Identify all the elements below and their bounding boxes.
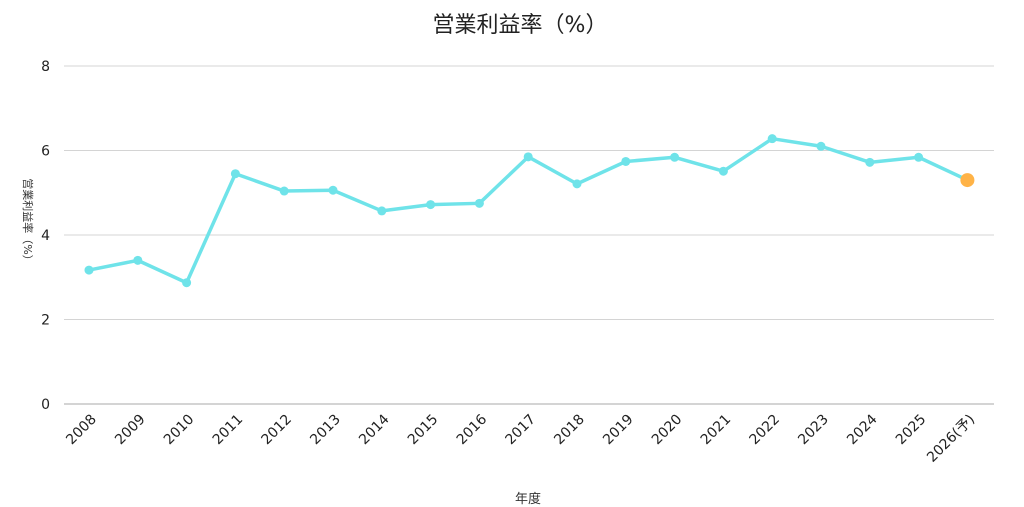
x-tick-label: 2010 bbox=[161, 412, 198, 449]
y-tick-label: 2 bbox=[41, 313, 50, 329]
data-point bbox=[328, 185, 338, 195]
x-tick-label: 2013 bbox=[307, 412, 344, 449]
gridlines bbox=[64, 65, 994, 405]
y-tick-label: 8 bbox=[41, 59, 50, 75]
x-tick-label: 2015 bbox=[405, 412, 442, 449]
data-point bbox=[865, 157, 875, 167]
data-point bbox=[914, 152, 924, 162]
data-point bbox=[279, 186, 289, 196]
x-tick-label: 2017 bbox=[503, 412, 540, 449]
y-axis-label: 営業利益率（%） bbox=[21, 178, 35, 265]
x-axis-label: 年度 bbox=[515, 491, 541, 507]
y-axis-ticks: 0 2 4 6 8 bbox=[41, 59, 50, 413]
x-tick-label: 2012 bbox=[259, 412, 296, 449]
x-tick-label: 2024 bbox=[844, 411, 881, 448]
data-point bbox=[377, 206, 387, 216]
x-tick-label: 2021 bbox=[698, 412, 735, 449]
x-tick-label: 2009 bbox=[112, 412, 149, 449]
x-tick-label: 2026(予) bbox=[924, 412, 978, 466]
y-tick-label: 0 bbox=[41, 397, 50, 413]
x-tick-label: 2011 bbox=[210, 412, 247, 449]
data-point bbox=[767, 134, 777, 144]
x-tick-label: 2020 bbox=[649, 412, 686, 449]
data-point bbox=[523, 152, 533, 162]
x-tick-label: 2023 bbox=[795, 412, 832, 449]
data-point bbox=[474, 198, 484, 208]
data-point bbox=[670, 152, 680, 162]
data-point bbox=[621, 156, 631, 166]
data-points bbox=[84, 134, 975, 288]
x-tick-label: 2022 bbox=[747, 412, 784, 449]
data-point bbox=[426, 200, 436, 210]
x-tick-label: 2025 bbox=[893, 412, 930, 449]
x-tick-label: 2019 bbox=[600, 412, 637, 449]
x-tick-label: 2016 bbox=[454, 411, 491, 448]
data-point bbox=[133, 255, 143, 265]
data-point bbox=[84, 265, 94, 275]
data-point bbox=[718, 166, 728, 176]
chart-title: 営業利益率（%） bbox=[433, 13, 608, 38]
y-tick-label: 6 bbox=[41, 144, 50, 160]
x-axis-ticks: 2008 2009 2010 2011 2012 2013 2014 2015 2016 2017… bbox=[63, 411, 978, 465]
data-point bbox=[816, 141, 826, 151]
x-tick-label: 2018 bbox=[551, 412, 588, 449]
data-point bbox=[572, 179, 582, 189]
data-point bbox=[182, 278, 192, 288]
x-tick-label: 2008 bbox=[63, 412, 100, 449]
forecast-data-point bbox=[960, 173, 975, 188]
x-tick-label: 2014 bbox=[356, 411, 393, 448]
data-point bbox=[230, 169, 240, 179]
y-tick-label: 4 bbox=[41, 228, 50, 244]
